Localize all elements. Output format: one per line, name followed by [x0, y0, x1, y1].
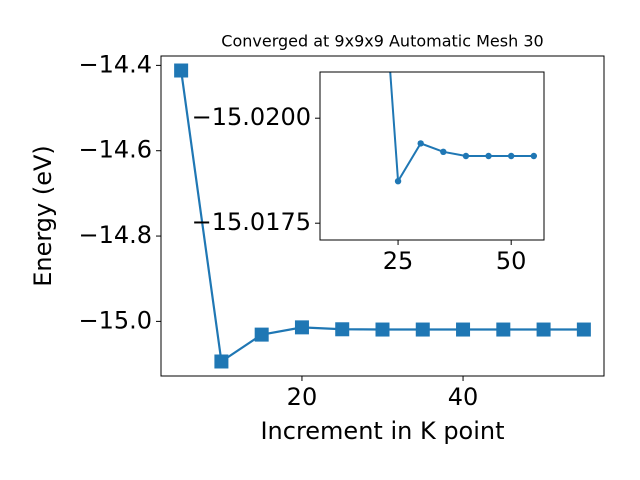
- marker: [496, 322, 511, 337]
- y-axis-label: Energy (eV): [29, 145, 57, 287]
- marker: [485, 152, 492, 160]
- marker: [174, 63, 189, 78]
- y-tick-label: −14.8: [78, 221, 152, 249]
- y-tick-label: −14.4: [78, 50, 152, 78]
- marker: [440, 148, 447, 155]
- plot-area: [174, 63, 591, 369]
- marker: [507, 152, 515, 160]
- data-line: [389, 72, 534, 185]
- marker: [375, 322, 390, 337]
- axes-frame: [160, 55, 605, 377]
- x-axis-label: Increment in K point: [260, 417, 504, 445]
- marker: [456, 322, 471, 337]
- plot-area: [389, 72, 538, 185]
- marker: [415, 322, 430, 337]
- y-tick-label: −15.0: [78, 306, 152, 334]
- y-tick-label: −14.6: [78, 136, 152, 164]
- marker: [254, 327, 269, 342]
- marker: [394, 178, 402, 185]
- x-tick-label: 50: [496, 247, 527, 275]
- marker: [536, 322, 551, 337]
- marker: [462, 152, 470, 160]
- y-tick-label: −15.0200: [192, 103, 311, 131]
- x-tick-label: 40: [448, 383, 479, 411]
- axes-frame: [319, 71, 545, 241]
- x-tick-label: 20: [287, 383, 318, 411]
- marker: [294, 320, 309, 335]
- marker: [214, 354, 229, 369]
- marker: [335, 322, 350, 337]
- marker: [417, 140, 424, 147]
- x-tick-label: 25: [383, 247, 414, 275]
- marker: [530, 152, 538, 160]
- marker: [576, 322, 591, 337]
- y-tick-label: −15.0175: [192, 208, 311, 236]
- chart-title: Converged at 9x9x9 Automatic Mesh 30: [221, 32, 543, 51]
